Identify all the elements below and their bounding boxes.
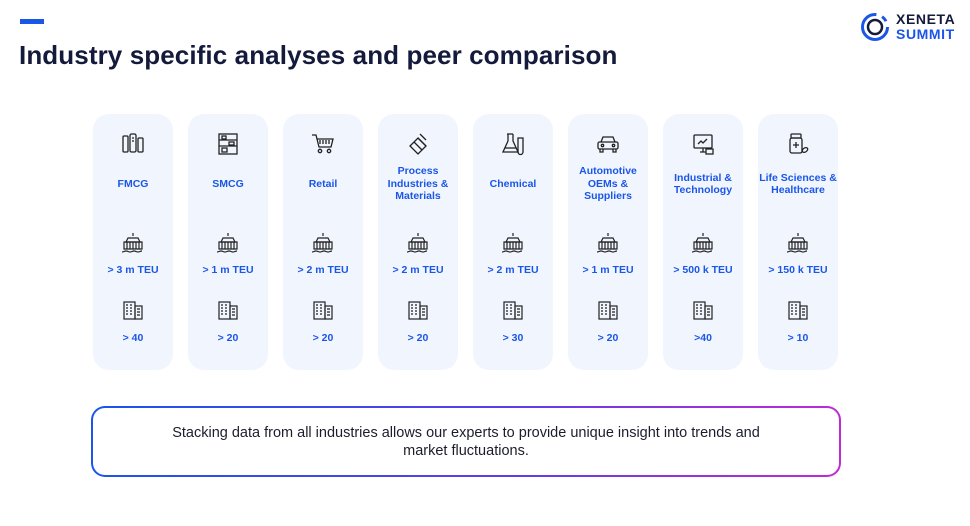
industry-card-retail: Retail > 2 m TEU > 20 — [283, 114, 363, 370]
container-ship-icon — [596, 231, 620, 255]
teu-volume: > 500 k TEU — [673, 264, 733, 276]
peer-count: > 10 — [787, 332, 809, 344]
industry-card-process-industries: Process Industries & Materials > 2 m TEU… — [378, 114, 458, 370]
office-building-icon — [406, 298, 430, 322]
materials-icon — [406, 132, 430, 156]
industry-card-smcg: SMCG > 1 m TEU > 20 — [188, 114, 268, 370]
office-building-icon — [596, 298, 620, 322]
container-ship-icon — [786, 231, 810, 255]
industry-card-automotive: Automotive OEMs & Suppliers > 1 m TEU > … — [568, 114, 648, 370]
industry-card-industrial-technology: Industrial & Technology > 500 k TEU >40 — [663, 114, 743, 370]
teu-volume: > 2 m TEU — [487, 264, 539, 276]
office-building-icon — [121, 298, 145, 322]
industry-card-fmcg: FMCG > 3 m TEU > 40 — [93, 114, 173, 370]
industry-name: Industrial & Technology — [673, 171, 733, 197]
peer-count: > 20 — [597, 332, 619, 344]
consumer-goods-icon — [121, 132, 145, 156]
peer-count: > 20 — [312, 332, 334, 344]
slide-title: Industry specific analyses and peer comp… — [19, 40, 618, 70]
teu-volume: > 1 m TEU — [202, 264, 254, 276]
industry-card-life-sciences: Life Sciences & Healthcare > 150 k TEU >… — [758, 114, 838, 370]
office-building-icon — [691, 298, 715, 322]
teu-volume: > 150 k TEU — [768, 264, 828, 276]
logo-ring-icon — [861, 13, 889, 41]
container-ship-icon — [216, 231, 240, 255]
teu-volume: > 1 m TEU — [582, 264, 634, 276]
insight-text: Stacking data from all industries allows… — [172, 424, 760, 459]
industry-name: SMCG — [212, 177, 244, 190]
insight-callout: Stacking data from all industries allows… — [91, 406, 841, 477]
industry-card-chemical: Chemical > 2 m TEU > 30 — [473, 114, 553, 370]
industry-name: Chemical — [489, 177, 537, 190]
peer-count: >40 — [694, 332, 712, 344]
industry-name: Automotive OEMs & Suppliers — [579, 165, 637, 203]
medicine-icon — [786, 132, 810, 156]
teu-volume: > 2 m TEU — [392, 264, 444, 276]
office-building-icon — [786, 298, 810, 322]
industry-cards: FMCG > 3 m TEU > 40 SMCG > 1 m TEU — [93, 114, 841, 370]
peer-count: > 20 — [217, 332, 239, 344]
shopping-cart-icon — [311, 132, 335, 156]
container-ship-icon — [311, 231, 335, 255]
office-building-icon — [501, 298, 525, 322]
car-icon — [596, 132, 620, 156]
container-ship-icon — [121, 231, 145, 255]
xeneta-summit-logo: XENETA SUMMIT — [860, 12, 955, 42]
peer-count: > 20 — [407, 332, 429, 344]
accent-bar — [20, 19, 44, 24]
flask-icon — [501, 132, 525, 156]
peer-count: > 30 — [502, 332, 524, 344]
industry-name: FMCG — [117, 177, 149, 190]
teu-volume: > 3 m TEU — [107, 264, 159, 276]
logo-line2: SUMMIT — [896, 26, 955, 42]
container-ship-icon — [406, 231, 430, 255]
industry-name: Life Sciences & Healthcare — [759, 171, 837, 197]
shelves-icon — [216, 132, 240, 156]
computer-icon — [691, 132, 715, 156]
logo-line1: XENETA — [896, 11, 956, 27]
industry-name: Process Industries & Materials — [387, 165, 449, 203]
container-ship-icon — [691, 231, 715, 255]
office-building-icon — [216, 298, 240, 322]
peer-count: > 40 — [122, 332, 144, 344]
office-building-icon — [311, 298, 335, 322]
teu-volume: > 2 m TEU — [297, 264, 349, 276]
container-ship-icon — [501, 231, 525, 255]
industry-name: Retail — [308, 177, 338, 190]
